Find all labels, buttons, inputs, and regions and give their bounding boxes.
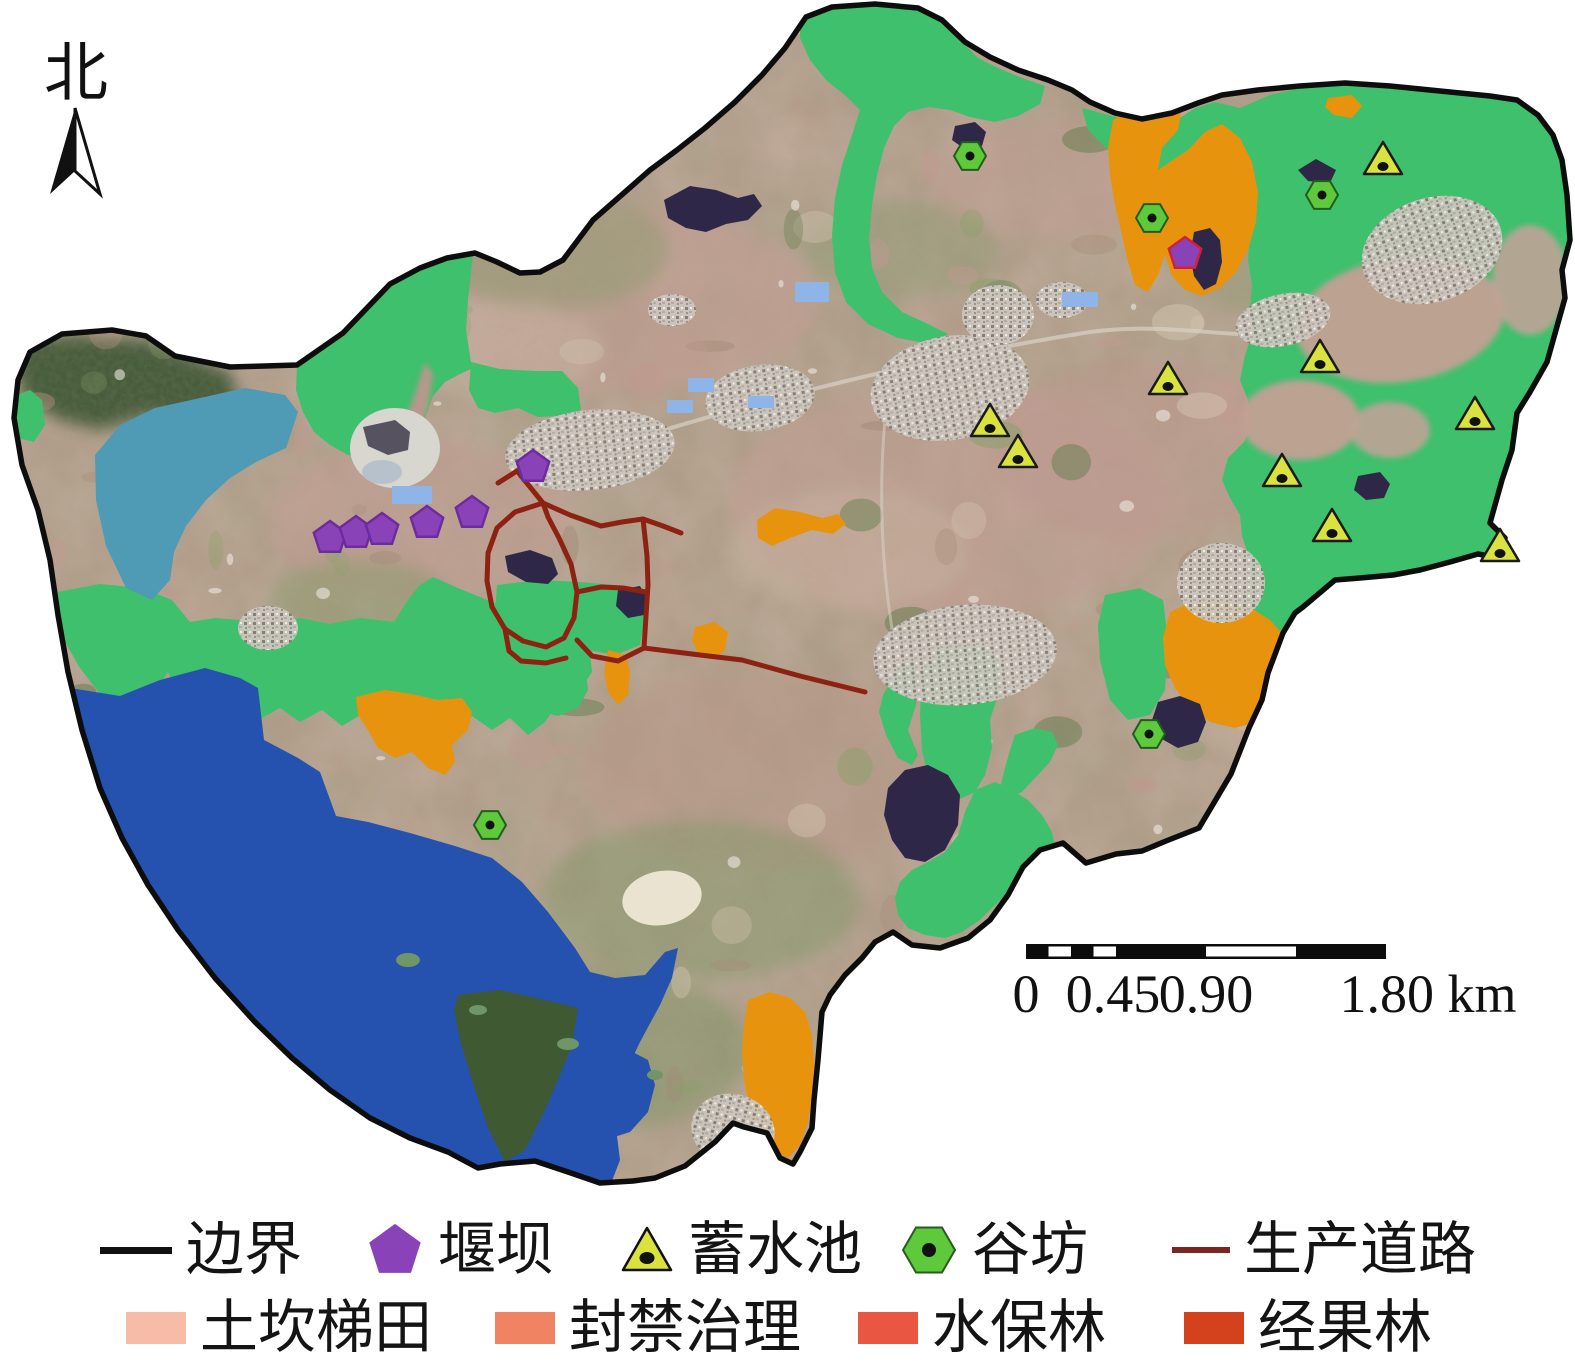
- north-label: 北: [44, 38, 108, 109]
- legend-item-terrace: 土坎梯田: [126, 1296, 432, 1360]
- cistern-triangle-marker: [1454, 395, 1496, 431]
- cistern-triangle-marker: [1479, 527, 1521, 563]
- scale-tick-045: 0.45: [1066, 964, 1161, 1024]
- legend-label-cistern: 蓄水池: [688, 1217, 863, 1282]
- legend-label-terrace: 土坎梯田: [200, 1295, 433, 1360]
- dam-pentagon-marker: [515, 448, 551, 483]
- legend-label-check-dam: 谷坊: [972, 1217, 1089, 1282]
- scale-tick-0: 0: [1013, 964, 1040, 1024]
- check-dam-hexagon-marker: [1131, 719, 1167, 749]
- ponds: [505, 32, 1390, 862]
- closure-swatch: [495, 1312, 555, 1344]
- scale-end-label: 1.80 km: [1339, 964, 1516, 1024]
- watershed-boundary: [11, 1, 1573, 1186]
- cistern-triangle-marker: [997, 433, 1039, 469]
- legend-item-fruit-forest: 经果林: [1184, 1296, 1432, 1360]
- north-arrow-left-half: [50, 108, 75, 194]
- legend-item-closure: 封禁治理: [495, 1296, 801, 1360]
- north-arrow: 北: [44, 38, 108, 199]
- road-line-swatch: [1172, 1247, 1230, 1253]
- cistern-triangle-marker: [1299, 338, 1341, 374]
- check-dam-hexagon-icon: [901, 1226, 957, 1274]
- legend-label-closure: 封禁治理: [569, 1295, 802, 1360]
- cistern-triangle-icon: [621, 1226, 673, 1272]
- cistern-triangle-marker: [1311, 507, 1353, 543]
- terrace-swatch: [126, 1312, 186, 1344]
- legend-label-boundary: 边界: [186, 1217, 303, 1282]
- legend-item-cistern: 蓄水池: [620, 1218, 862, 1282]
- mountain-ridge: [454, 990, 578, 1162]
- legend-item-dam: 堰坝: [366, 1218, 554, 1282]
- legend-label-fruit-forest: 经果林: [1258, 1295, 1433, 1360]
- scale-tick-090: 0.90: [1159, 964, 1254, 1024]
- check-dam-hexagon-marker: [1304, 180, 1340, 210]
- boundary-line-swatch: [100, 1246, 172, 1254]
- measure-markers: [312, 140, 1521, 840]
- check-dam-hexagon-marker: [472, 810, 508, 840]
- blue-roof-patches: [392, 282, 1098, 504]
- cistern-triangle-marker: [1362, 140, 1404, 176]
- legend-label-conservation-forest: 水保林: [932, 1295, 1107, 1360]
- dam-pentagon-marker: [364, 511, 400, 546]
- legend-label-road: 生产道路: [1244, 1217, 1477, 1282]
- legend-item-road: 生产道路: [1172, 1218, 1476, 1282]
- dam-pentagon-marker: [454, 494, 490, 529]
- conservation-forest-swatch: [858, 1312, 918, 1344]
- north-arrow-right-half: [73, 107, 103, 199]
- legend-item-check-dam: 谷坊: [900, 1218, 1088, 1282]
- fruit-forest-swatch: [1184, 1312, 1244, 1344]
- check-dam-hexagon-marker: [1134, 203, 1170, 233]
- reservoir-islands: [396, 953, 663, 1080]
- upper-lake: [95, 388, 298, 600]
- legend-item-conservation-forest: 水保林: [858, 1296, 1106, 1360]
- legend-item-boundary: 边界: [100, 1218, 302, 1282]
- cistern-triangle-marker: [969, 402, 1011, 438]
- legend-label-dam: 堰坝: [438, 1217, 555, 1282]
- production-roads: [484, 468, 868, 695]
- cistern-triangle-marker: [1147, 360, 1189, 396]
- cistern-triangle-marker: [1261, 452, 1303, 488]
- quarry-patches: [350, 408, 702, 926]
- scale-bar: 0 0.45 0.90 1.80 km: [1013, 944, 1517, 1024]
- dam-pentagon-icon: [369, 1223, 421, 1273]
- dam-pentagon-marker: [409, 504, 445, 539]
- check-dam-hexagon-marker: [952, 141, 988, 171]
- dam-pentagon-marker: [1167, 235, 1203, 270]
